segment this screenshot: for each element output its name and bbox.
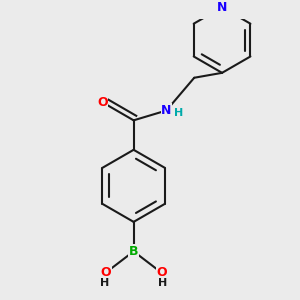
Text: O: O: [100, 266, 111, 279]
Text: O: O: [97, 96, 108, 109]
Text: H: H: [100, 278, 109, 288]
Text: B: B: [129, 245, 138, 258]
Text: H: H: [158, 278, 168, 288]
Text: N: N: [161, 104, 172, 117]
Text: H: H: [174, 108, 184, 118]
Text: N: N: [217, 1, 227, 14]
Text: O: O: [156, 266, 167, 279]
